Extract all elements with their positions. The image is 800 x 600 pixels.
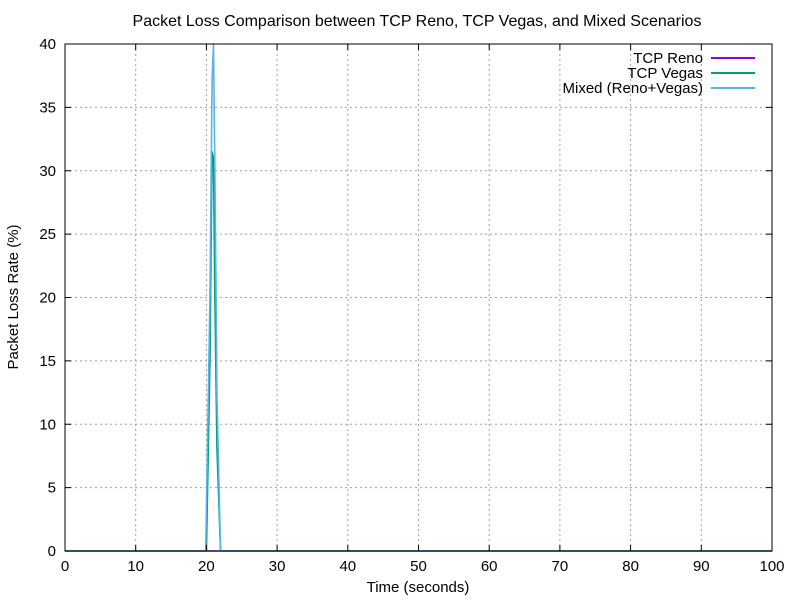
y-tick-label: 10 — [39, 416, 56, 433]
y-tick-label: 15 — [39, 353, 56, 370]
y-tick-label: 0 — [48, 543, 56, 560]
series-line-2 — [65, 150, 772, 552]
chart-title: Packet Loss Comparison between TCP Reno,… — [133, 13, 702, 30]
x-tick-label: 90 — [693, 558, 710, 575]
x-axis-label: Time (seconds) — [367, 579, 470, 596]
y-tick-label: 30 — [39, 163, 56, 180]
x-tick-label: 50 — [410, 558, 427, 575]
legend-label: Mixed (Reno+Vegas) — [563, 80, 704, 97]
x-tick-label: 70 — [552, 558, 569, 575]
tick-layer: 0 10 20 30 40 50 60 70 80 90 100 0 5 10 15 20 25 30 35 40 — [39, 36, 784, 575]
x-tick-label: 10 — [127, 558, 144, 575]
x-tick-label: 40 — [339, 558, 356, 575]
grid-layer — [65, 44, 772, 551]
y-tick-label: 5 — [48, 480, 56, 497]
y-tick-label: 40 — [39, 36, 56, 53]
x-tick-label: 0 — [61, 558, 69, 575]
x-tick-label: 80 — [622, 558, 639, 575]
x-tick-label: 30 — [269, 558, 286, 575]
x-tick-label: 20 — [198, 558, 215, 575]
y-axis-label: Packet Loss Rate (%) — [5, 224, 22, 369]
y-tick-label: 25 — [39, 226, 56, 243]
x-tick-label: 100 — [759, 558, 784, 575]
y-tick-label: 20 — [39, 290, 56, 307]
legend-label: TCP Vegas — [627, 65, 703, 82]
y-tick-label: 35 — [39, 99, 56, 116]
legend-label: TCP Reno — [633, 50, 703, 67]
x-tick-label: 60 — [481, 558, 498, 575]
